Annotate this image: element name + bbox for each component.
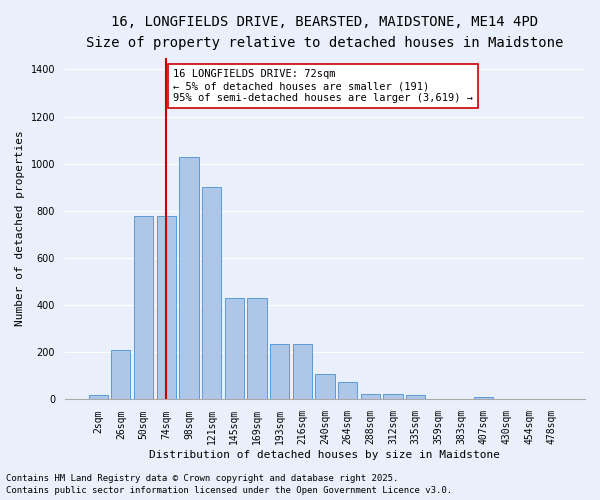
Bar bbox=[338, 382, 357, 400]
Bar bbox=[270, 344, 289, 400]
X-axis label: Distribution of detached houses by size in Maidstone: Distribution of detached houses by size … bbox=[149, 450, 500, 460]
Text: 16 LONGFIELDS DRIVE: 72sqm
← 5% of detached houses are smaller (191)
95% of semi: 16 LONGFIELDS DRIVE: 72sqm ← 5% of detac… bbox=[173, 70, 473, 102]
Bar bbox=[316, 374, 335, 400]
Bar bbox=[406, 395, 425, 400]
Bar bbox=[247, 298, 266, 400]
Bar bbox=[157, 216, 176, 400]
Bar bbox=[179, 156, 199, 400]
Bar bbox=[111, 350, 130, 400]
Bar bbox=[474, 397, 493, 400]
Title: 16, LONGFIELDS DRIVE, BEARSTED, MAIDSTONE, ME14 4PD
Size of property relative to: 16, LONGFIELDS DRIVE, BEARSTED, MAIDSTON… bbox=[86, 15, 563, 50]
Bar bbox=[293, 344, 312, 400]
Y-axis label: Number of detached properties: Number of detached properties bbox=[15, 130, 25, 326]
Bar bbox=[89, 395, 108, 400]
Bar bbox=[224, 298, 244, 400]
Bar bbox=[361, 394, 380, 400]
Bar bbox=[134, 216, 153, 400]
Text: Contains HM Land Registry data © Crown copyright and database right 2025.
Contai: Contains HM Land Registry data © Crown c… bbox=[6, 474, 452, 495]
Bar bbox=[383, 394, 403, 400]
Bar bbox=[202, 188, 221, 400]
